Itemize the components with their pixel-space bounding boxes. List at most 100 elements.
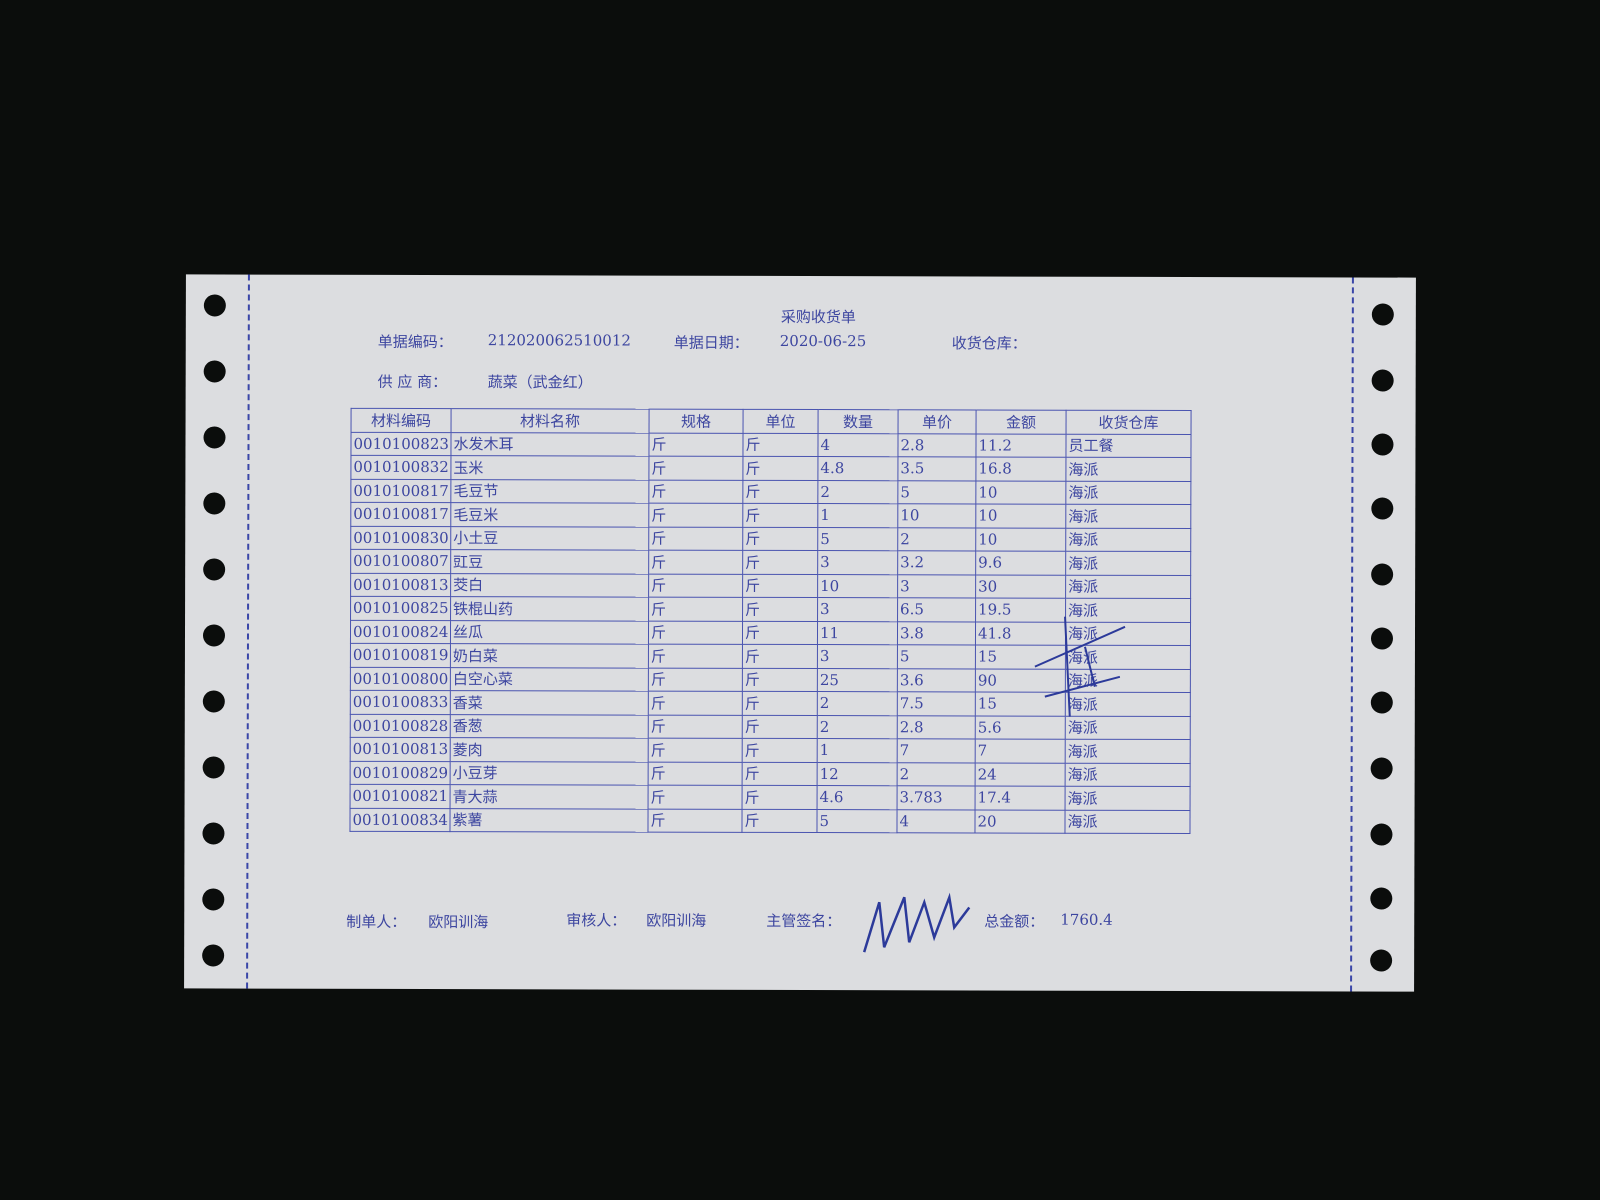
doc-no-label: 单据编码：: [377, 332, 453, 352]
table-cell: 10: [975, 503, 1066, 528]
table-cell: 香葱: [450, 714, 649, 739]
table-cell: 白空心菜: [450, 667, 649, 692]
maker: 欧阳训海: [428, 913, 489, 932]
table-cell: 菱肉: [450, 737, 649, 762]
table-cell: 10: [817, 574, 898, 598]
table-row: 0010100813 茭白斤斤 10 3 30 海派: [350, 572, 1191, 599]
reviewer-label: 审核人：: [566, 911, 627, 930]
maker-label: 制单人：: [346, 912, 407, 931]
table-cell: 16.8: [975, 456, 1066, 481]
table-cell: 斤: [647, 808, 743, 833]
table-cell: 水发木耳: [450, 432, 650, 457]
table-cell: 斤: [648, 714, 743, 739]
doc-no: 212020062510012: [487, 331, 631, 350]
table-cell: 5: [816, 809, 898, 833]
table-cell: 茭白: [450, 573, 649, 598]
table-cell: 24: [975, 762, 1066, 787]
column-header: 单位: [743, 409, 819, 434]
table-cell: 3.6: [897, 668, 976, 692]
table-cell: 30: [975, 574, 1066, 599]
table-cell: 3.783: [897, 785, 976, 810]
table-row: 0010100817 毛豆节斤斤 2 5 10 海派: [350, 478, 1191, 505]
table-cell: 4: [896, 809, 976, 833]
table-cell: 斤: [742, 550, 818, 575]
table-cell: 5: [897, 644, 976, 669]
table-cell: 2: [817, 715, 898, 739]
table-cell: 斤: [648, 620, 743, 645]
table-cell: 20: [974, 809, 1066, 834]
table-row: 0010100813 菱肉斤斤 1 7 7 海派: [350, 737, 1191, 764]
table-cell: 0010100824: [350, 619, 451, 644]
table-cell: 9.6: [975, 550, 1066, 575]
table-cell: 3: [817, 597, 898, 622]
table-cell: 7: [975, 738, 1066, 763]
table-cell: 0010100828: [350, 713, 451, 738]
table-row: 0010100834 紫薯斤斤 5 4 20 海派: [349, 807, 1191, 834]
table-cell: 海派: [1065, 574, 1191, 599]
table-cell: 斤: [648, 597, 743, 621]
table-cell: 2: [817, 691, 898, 716]
table-cell: 0010100833: [350, 690, 451, 715]
table-cell: 铁棍山药: [450, 596, 649, 621]
document-title: 采购收货单: [780, 307, 856, 327]
table-row: 0010100829 小豆芽斤斤 12 2 24 海派: [350, 760, 1191, 787]
right-perforated-strip: [1350, 277, 1416, 992]
table-cell: 0010100821: [350, 784, 451, 809]
table-cell: 海派: [1065, 457, 1191, 482]
table-cell: 0010100823: [350, 431, 452, 456]
table-cell: 海派: [1065, 527, 1191, 552]
table-cell: 6.5: [897, 597, 976, 622]
table-cell: 4.6: [817, 785, 898, 810]
table-cell: 斤: [742, 597, 818, 622]
table-cell: 0010100825: [350, 596, 451, 621]
table-cell: 斤: [742, 644, 818, 669]
table-cell: 10: [897, 503, 976, 528]
table-cell: 3: [817, 550, 898, 575]
table-cell: 斤: [742, 456, 818, 481]
table-cell: 1: [817, 503, 898, 528]
table-cell: 3.5: [897, 456, 976, 481]
column-header: 材料名称: [451, 408, 650, 433]
table-cell: 7.5: [897, 691, 976, 716]
table-cell: 斤: [648, 479, 743, 504]
total: 1760.4: [1060, 910, 1113, 929]
left-perforated-strip: [184, 274, 250, 989]
handwritten-signature: [862, 892, 971, 953]
table-row: 0010100830 小土豆斤斤 5 2 10 海派: [350, 525, 1191, 552]
table-cell: 斤: [742, 738, 818, 763]
table-cell: 5: [897, 480, 976, 504]
table-cell: 员工餐: [1065, 433, 1192, 458]
table-cell: 斤: [648, 456, 743, 480]
column-header: 规格: [649, 409, 744, 433]
receipt-paper: 采购收货单 单据编码： 212020062510012 单据日期： 2020-0…: [184, 274, 1416, 992]
table-cell: 斤: [648, 738, 743, 762]
table-cell: 香菜: [450, 690, 649, 715]
table-cell: 海派: [1065, 739, 1191, 764]
table-cell: 0010100817: [350, 478, 451, 503]
table-cell: 海派: [1065, 762, 1191, 787]
column-header: 收货仓库: [1066, 410, 1192, 435]
table-cell: 斤: [742, 432, 819, 457]
table-cell: 0010100807: [350, 549, 451, 574]
table-cell: 海派: [1065, 551, 1191, 576]
table-cell: 10: [975, 480, 1066, 505]
doc-date-label: 单据日期：: [673, 333, 749, 352]
table-cell: 斤: [648, 550, 743, 574]
table-cell: 0010100830: [350, 525, 451, 550]
table-cell: 17.4: [975, 785, 1066, 810]
table-cell: 紫薯: [449, 808, 649, 833]
table-cell: 0010100819: [350, 643, 451, 668]
table-cell: 3.8: [897, 621, 976, 645]
handwritten-annotation: [1034, 616, 1126, 717]
table-cell: 2: [897, 762, 976, 786]
table-cell: 3: [817, 644, 898, 669]
table-cell: 斤: [742, 691, 818, 716]
table-cell: 斤: [648, 573, 743, 598]
table-row: 0010100807 豇豆斤斤 3 3.2 9.6 海派: [350, 549, 1191, 576]
table-cell: 海派: [1065, 504, 1191, 529]
table-cell: 3: [897, 574, 976, 598]
column-header: 金额: [976, 409, 1067, 434]
table-cell: 7: [897, 738, 976, 763]
table-cell: 斤: [742, 785, 818, 810]
table-cell: 1: [817, 738, 898, 763]
